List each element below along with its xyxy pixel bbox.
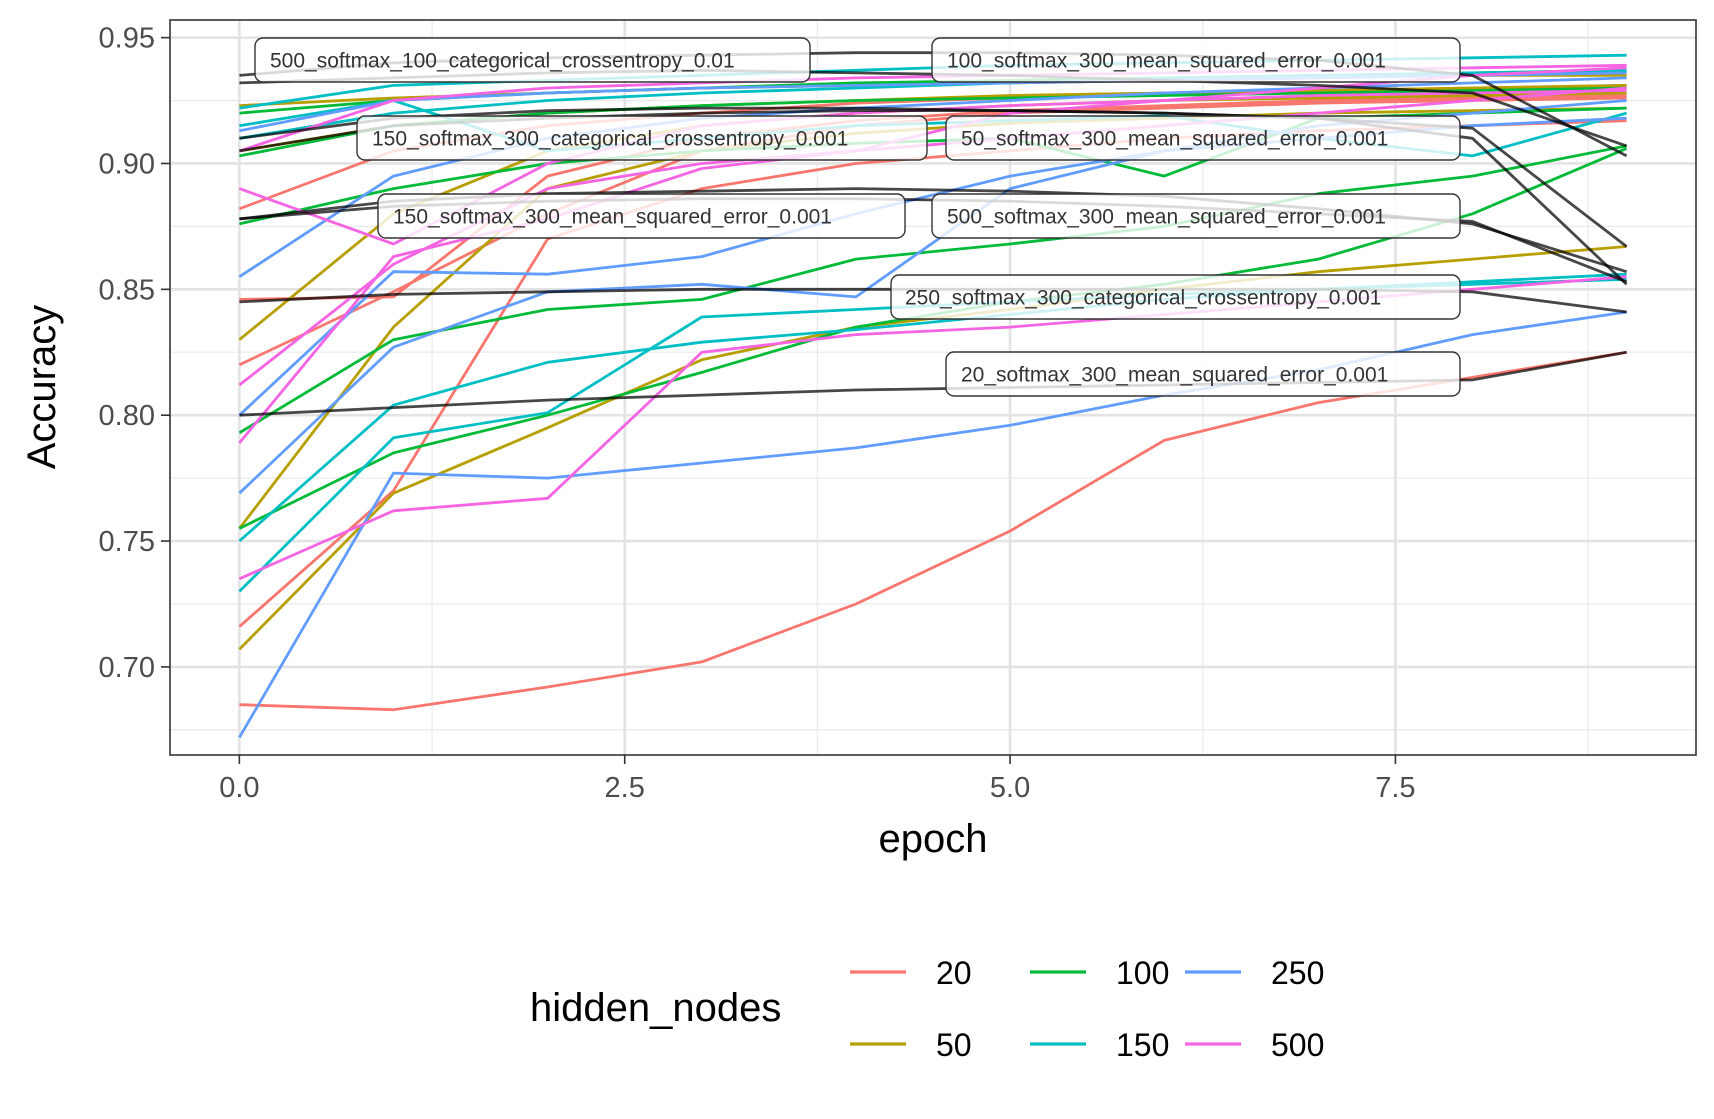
- legend-label: 50: [936, 1027, 972, 1063]
- y-tick-label: 0.85: [99, 274, 155, 306]
- legend-item-250: 250: [1185, 955, 1324, 991]
- annotation-text: 250_softmax_300_categorical_crossentropy…: [905, 287, 1381, 310]
- annotations: 500_softmax_100_categorical_crossentropy…: [254, 37, 1461, 397]
- y-axis: 0.70 0.75 0.80 0.85 0.90 0.95: [99, 23, 170, 684]
- legend-label: 100: [1116, 955, 1169, 991]
- annotation-box: [931, 37, 1461, 83]
- y-tick-label: 0.80: [99, 400, 155, 432]
- annotation-label: 150_softmax_300_mean_squared_error_0.001: [377, 193, 906, 239]
- annotation-label: 150_softmax_300_categorical_crossentropy…: [356, 115, 928, 161]
- annotation-label: 50_softmax_300_mean_squared_error_0.001: [945, 115, 1461, 161]
- legend-title: hidden_nodes: [530, 986, 781, 1030]
- x-axis-title: epoch: [879, 817, 988, 861]
- annotation-text: 150_softmax_300_mean_squared_error_0.001: [393, 206, 832, 229]
- legend-item-100: 100: [1030, 955, 1169, 991]
- x-tick-label: 5.0: [990, 772, 1030, 804]
- x-tick-label: 2.5: [605, 772, 645, 804]
- annotation-box: [377, 193, 906, 239]
- x-tick-label: 7.5: [1375, 772, 1415, 804]
- legend-label: 250: [1271, 955, 1324, 991]
- series-line-20: [238, 96, 1627, 367]
- annotation-text: 100_softmax_300_mean_squared_error_0.001: [947, 50, 1386, 73]
- legend-item-20: 20: [850, 955, 972, 991]
- annotation-label: 500_softmax_100_categorical_crossentropy…: [254, 37, 811, 83]
- legend-label: 20: [936, 955, 972, 991]
- annotation-box: [931, 193, 1461, 239]
- plot-panel-border: [169, 19, 1697, 756]
- annotation-box: [945, 115, 1461, 161]
- annotation-text: 500_softmax_300_mean_squared_error_0.001: [947, 206, 1386, 229]
- legend-item-50: 50: [850, 1027, 972, 1063]
- annotation-label: 500_softmax_300_mean_squared_error_0.001: [931, 193, 1461, 239]
- annotation-box: [890, 274, 1461, 320]
- annotation-text: 20_softmax_300_mean_squared_error_0.001: [961, 364, 1388, 387]
- y-tick-label: 0.70: [99, 652, 155, 684]
- annotation-box: [356, 115, 928, 161]
- x-axis: 0.0 2.5 5.0 7.5: [219, 755, 1416, 804]
- legend-label: 150: [1116, 1027, 1169, 1063]
- series-line-100: [238, 144, 1627, 434]
- legend: hidden_nodes 20 50 100 150 250 500: [530, 955, 1324, 1063]
- annotation-text: 150_softmax_300_categorical_crossentropy…: [372, 128, 848, 151]
- annotation-label: 100_softmax_300_mean_squared_error_0.001: [931, 37, 1461, 83]
- legend-items: 20 50 100 150 250 500: [850, 955, 1324, 1063]
- annotation-box: [254, 37, 811, 83]
- annotation-box: [945, 351, 1461, 397]
- annotation-label: 250_softmax_300_categorical_crossentropy…: [890, 274, 1461, 320]
- legend-label: 500: [1271, 1027, 1324, 1063]
- annotation-label: 20_softmax_300_mean_squared_error_0.001: [945, 351, 1461, 397]
- series-line-50: [238, 106, 1627, 530]
- y-tick-label: 0.90: [99, 148, 155, 180]
- legend-item-150: 150: [1030, 1027, 1169, 1063]
- y-tick-label: 0.95: [99, 23, 155, 55]
- annotation-text: 500_softmax_100_categorical_crossentropy…: [270, 50, 735, 73]
- y-tick-label: 0.75: [99, 526, 155, 558]
- annotation-text: 50_softmax_300_mean_squared_error_0.001: [961, 128, 1388, 151]
- y-axis-title: Accuracy: [20, 305, 64, 470]
- legend-item-500: 500: [1185, 1027, 1324, 1063]
- x-tick-label: 0.0: [219, 772, 259, 804]
